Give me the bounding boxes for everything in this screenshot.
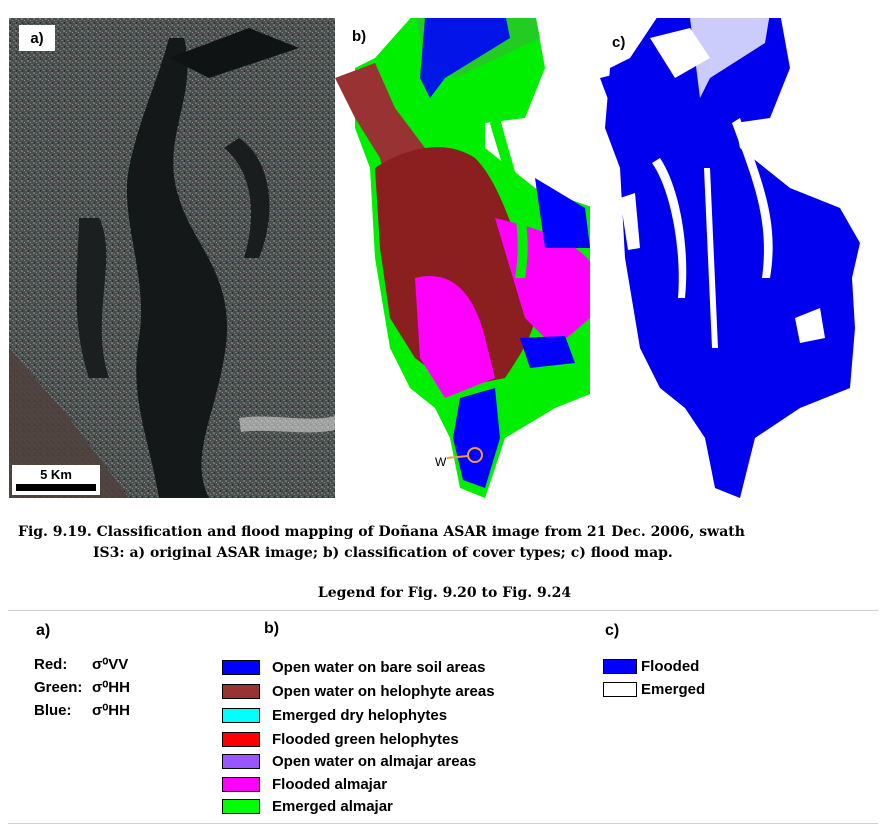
legend-item-open-water-bare-soil: Open water on bare soil areas <box>222 658 485 677</box>
panel-b-label: b) <box>352 28 367 45</box>
legend-item-flooded-green-helophytes: Flooded green helophytes <box>222 730 459 749</box>
scale-bar: 5 Km <box>12 465 100 495</box>
legend-item-open-water-almajar: Open water on almajar areas <box>222 752 476 771</box>
legend-swatch <box>222 684 260 699</box>
legend-a-heading: a) <box>36 622 51 639</box>
scale-bar-line <box>16 484 96 491</box>
legend-swatch <box>222 660 260 675</box>
legend-item-emerged: Emerged <box>603 680 705 699</box>
caption-line-1: Fig. 9.19. Classification and flood mapp… <box>18 524 745 540</box>
legend-item-open-water-helophyte: Open water on helophyte areas <box>222 682 495 701</box>
channel-value: σ⁰HH <box>92 702 130 719</box>
classification-map <box>335 18 615 498</box>
legend-swatch <box>222 754 260 769</box>
legend-swatch <box>222 732 260 747</box>
legend-title: Legend for Fig. 9.20 to Fig. 9.24 <box>317 585 572 601</box>
channel-row-blue: Blue: σ⁰HH <box>34 701 130 719</box>
figure-caption: Fig. 9.19. Classification and flood mapp… <box>18 522 878 564</box>
legend-label: Flooded <box>641 658 700 675</box>
legend-swatch <box>603 659 637 674</box>
channel-row-red: Red: σ⁰VV <box>34 655 128 673</box>
scale-bar-label: 5 Km <box>40 467 72 482</box>
channel-value: σ⁰VV <box>92 656 129 673</box>
channel-value: σ⁰HH <box>92 679 130 696</box>
legend-label: Emerged <box>641 681 706 698</box>
channel-key: Green: <box>34 679 83 696</box>
legend-b-heading: b) <box>264 620 280 637</box>
legend-item-emerged-almajar: Emerged almajar <box>222 797 393 816</box>
legend-label: Open water on bare soil areas <box>272 659 486 676</box>
panel-a-label: a) <box>19 25 55 51</box>
classification-panel <box>335 18 625 498</box>
channel-row-green: Green: σ⁰HH <box>34 678 130 696</box>
flood-map <box>600 18 860 498</box>
legend-swatch <box>222 708 260 723</box>
legend-swatch <box>222 799 260 814</box>
legend-label: Flooded almajar <box>272 776 388 793</box>
caption-line-2: IS3: a) original ASAR image; b) classifi… <box>93 545 673 561</box>
panel-c-label: c) <box>612 34 626 51</box>
legend-item-emerged-dry-helophytes: Emerged dry helophytes <box>222 706 447 725</box>
flood-map-panel <box>590 18 880 498</box>
legend-label: Open water on almajar areas <box>272 753 477 770</box>
sar-image <box>9 18 335 498</box>
legend-label: Flooded green helophytes <box>272 731 459 748</box>
legend-swatch <box>603 682 637 697</box>
legend-box <box>8 610 878 824</box>
legend-item-flooded-almajar: Flooded almajar <box>222 775 387 794</box>
marker-w-label: W <box>435 455 447 469</box>
legend-label: Emerged dry helophytes <box>272 707 448 724</box>
sar-image-panel <box>9 18 335 498</box>
legend-label: Emerged almajar <box>272 798 393 815</box>
legend-label: Open water on helophyte areas <box>272 683 495 700</box>
channel-key: Blue: <box>34 702 72 719</box>
legend-c-heading: c) <box>605 622 620 639</box>
legend-item-flooded: Flooded <box>603 657 699 676</box>
channel-key: Red: <box>34 656 68 673</box>
legend-swatch <box>222 777 260 792</box>
